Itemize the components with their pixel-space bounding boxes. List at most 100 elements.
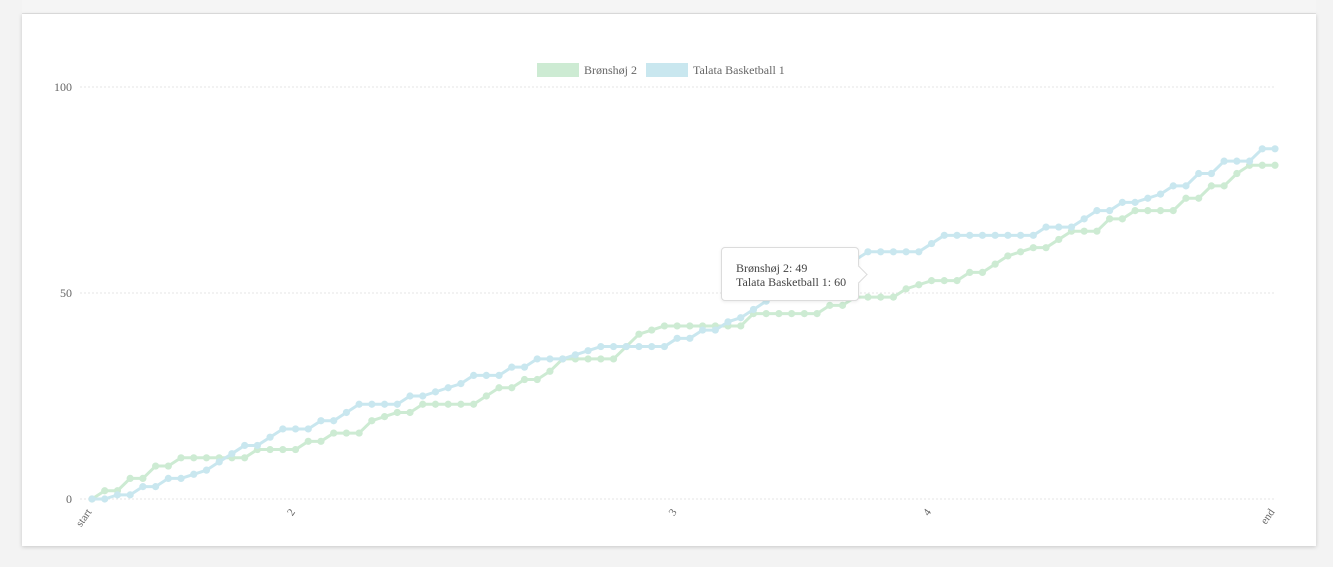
data-point[interactable] [1080,227,1088,235]
data-point[interactable] [775,310,783,318]
data-point[interactable] [1004,231,1012,239]
data-point[interactable] [864,293,872,301]
data-point[interactable] [495,384,503,392]
data-point[interactable] [508,384,516,392]
data-point[interactable] [584,355,592,363]
data-point[interactable] [1131,198,1139,206]
data-point[interactable] [355,400,363,408]
data-point[interactable] [330,417,338,425]
data-point[interactable] [635,342,643,351]
data-point[interactable] [1245,157,1254,165]
data-point[interactable] [342,408,351,417]
data-point[interactable] [444,400,452,408]
data-point[interactable] [304,425,312,433]
data-point[interactable] [241,441,249,450]
data-point[interactable] [813,310,821,318]
legend-item-2[interactable]: Talata Basketball 1 [646,63,785,77]
data-point[interactable] [177,454,185,462]
data-point[interactable] [1258,161,1266,169]
data-point[interactable] [927,277,936,285]
data-point[interactable] [1106,207,1114,215]
data-point[interactable] [1258,145,1266,153]
data-point[interactable] [622,342,630,351]
data-point[interactable] [152,483,160,491]
data-point[interactable] [520,363,529,371]
data-point[interactable] [1118,198,1126,206]
data-point[interactable] [788,310,796,318]
data-point[interactable] [749,305,758,314]
data-point[interactable] [279,425,287,433]
data-point[interactable] [1233,157,1241,165]
data-point[interactable] [1144,207,1152,215]
data-point[interactable] [648,342,656,351]
data-point[interactable] [609,342,618,351]
data-point[interactable] [215,458,223,466]
data-point[interactable] [940,277,948,285]
data-point[interactable] [291,425,300,433]
data-point[interactable] [927,239,936,248]
data-point[interactable] [190,454,198,462]
data-point[interactable] [1029,244,1037,252]
data-point[interactable] [1195,169,1203,178]
data-point[interactable] [737,322,745,330]
data-point[interactable] [673,334,681,342]
data-point[interactable] [368,400,376,408]
data-point[interactable] [1016,248,1025,256]
data-point[interactable] [279,445,287,454]
data-point[interactable] [724,318,732,326]
data-point[interactable] [419,392,427,400]
data-point[interactable] [597,342,605,351]
data-point[interactable] [1029,231,1037,239]
data-point[interactable] [380,400,389,408]
data-point[interactable] [1169,207,1177,215]
data-point[interactable] [673,322,681,330]
data-point[interactable] [686,334,694,342]
data-point[interactable] [317,417,325,425]
data-point[interactable] [266,433,274,441]
data-point[interactable] [139,474,147,482]
data-point[interactable] [609,355,618,363]
data-point[interactable] [686,322,694,330]
data-point[interactable] [1067,223,1076,231]
data-point[interactable] [304,437,312,445]
data-point[interactable] [520,375,529,384]
data-point[interactable] [317,437,325,445]
data-point[interactable] [164,474,172,482]
data-point[interactable] [1042,244,1050,252]
data-point[interactable] [889,248,897,256]
data-point[interactable] [864,248,872,256]
data-point[interactable] [406,408,414,417]
data-point[interactable] [1156,207,1165,215]
data-point[interactable] [431,400,440,408]
data-point[interactable] [419,400,427,408]
data-point[interactable] [1182,182,1190,190]
data-point[interactable] [393,400,401,408]
data-point[interactable] [1093,207,1101,215]
data-point[interactable] [1055,235,1063,244]
data-point[interactable] [266,445,274,454]
data-point[interactable] [762,310,770,318]
data-point[interactable] [330,429,338,437]
data-point[interactable] [291,445,300,454]
data-point[interactable] [915,281,923,289]
data-point[interactable] [1093,227,1101,235]
data-point[interactable] [1233,169,1241,178]
data-point[interactable] [139,483,147,491]
data-point[interactable] [1169,182,1177,190]
data-point[interactable] [177,474,185,482]
data-point[interactable] [342,429,351,437]
data-point[interactable] [533,355,541,363]
data-point[interactable] [698,326,707,334]
data-point[interactable] [1042,223,1050,231]
data-point[interactable] [533,375,541,384]
data-point[interactable] [966,268,974,276]
data-point[interactable] [152,462,160,470]
data-point[interactable] [902,285,910,293]
data-point[interactable] [190,470,198,478]
data-point[interactable] [495,371,503,379]
data-point[interactable] [241,454,249,462]
data-point[interactable] [991,231,999,239]
data-point[interactable] [202,454,211,462]
data-point[interactable] [1220,182,1228,190]
data-point[interactable] [1271,161,1279,169]
